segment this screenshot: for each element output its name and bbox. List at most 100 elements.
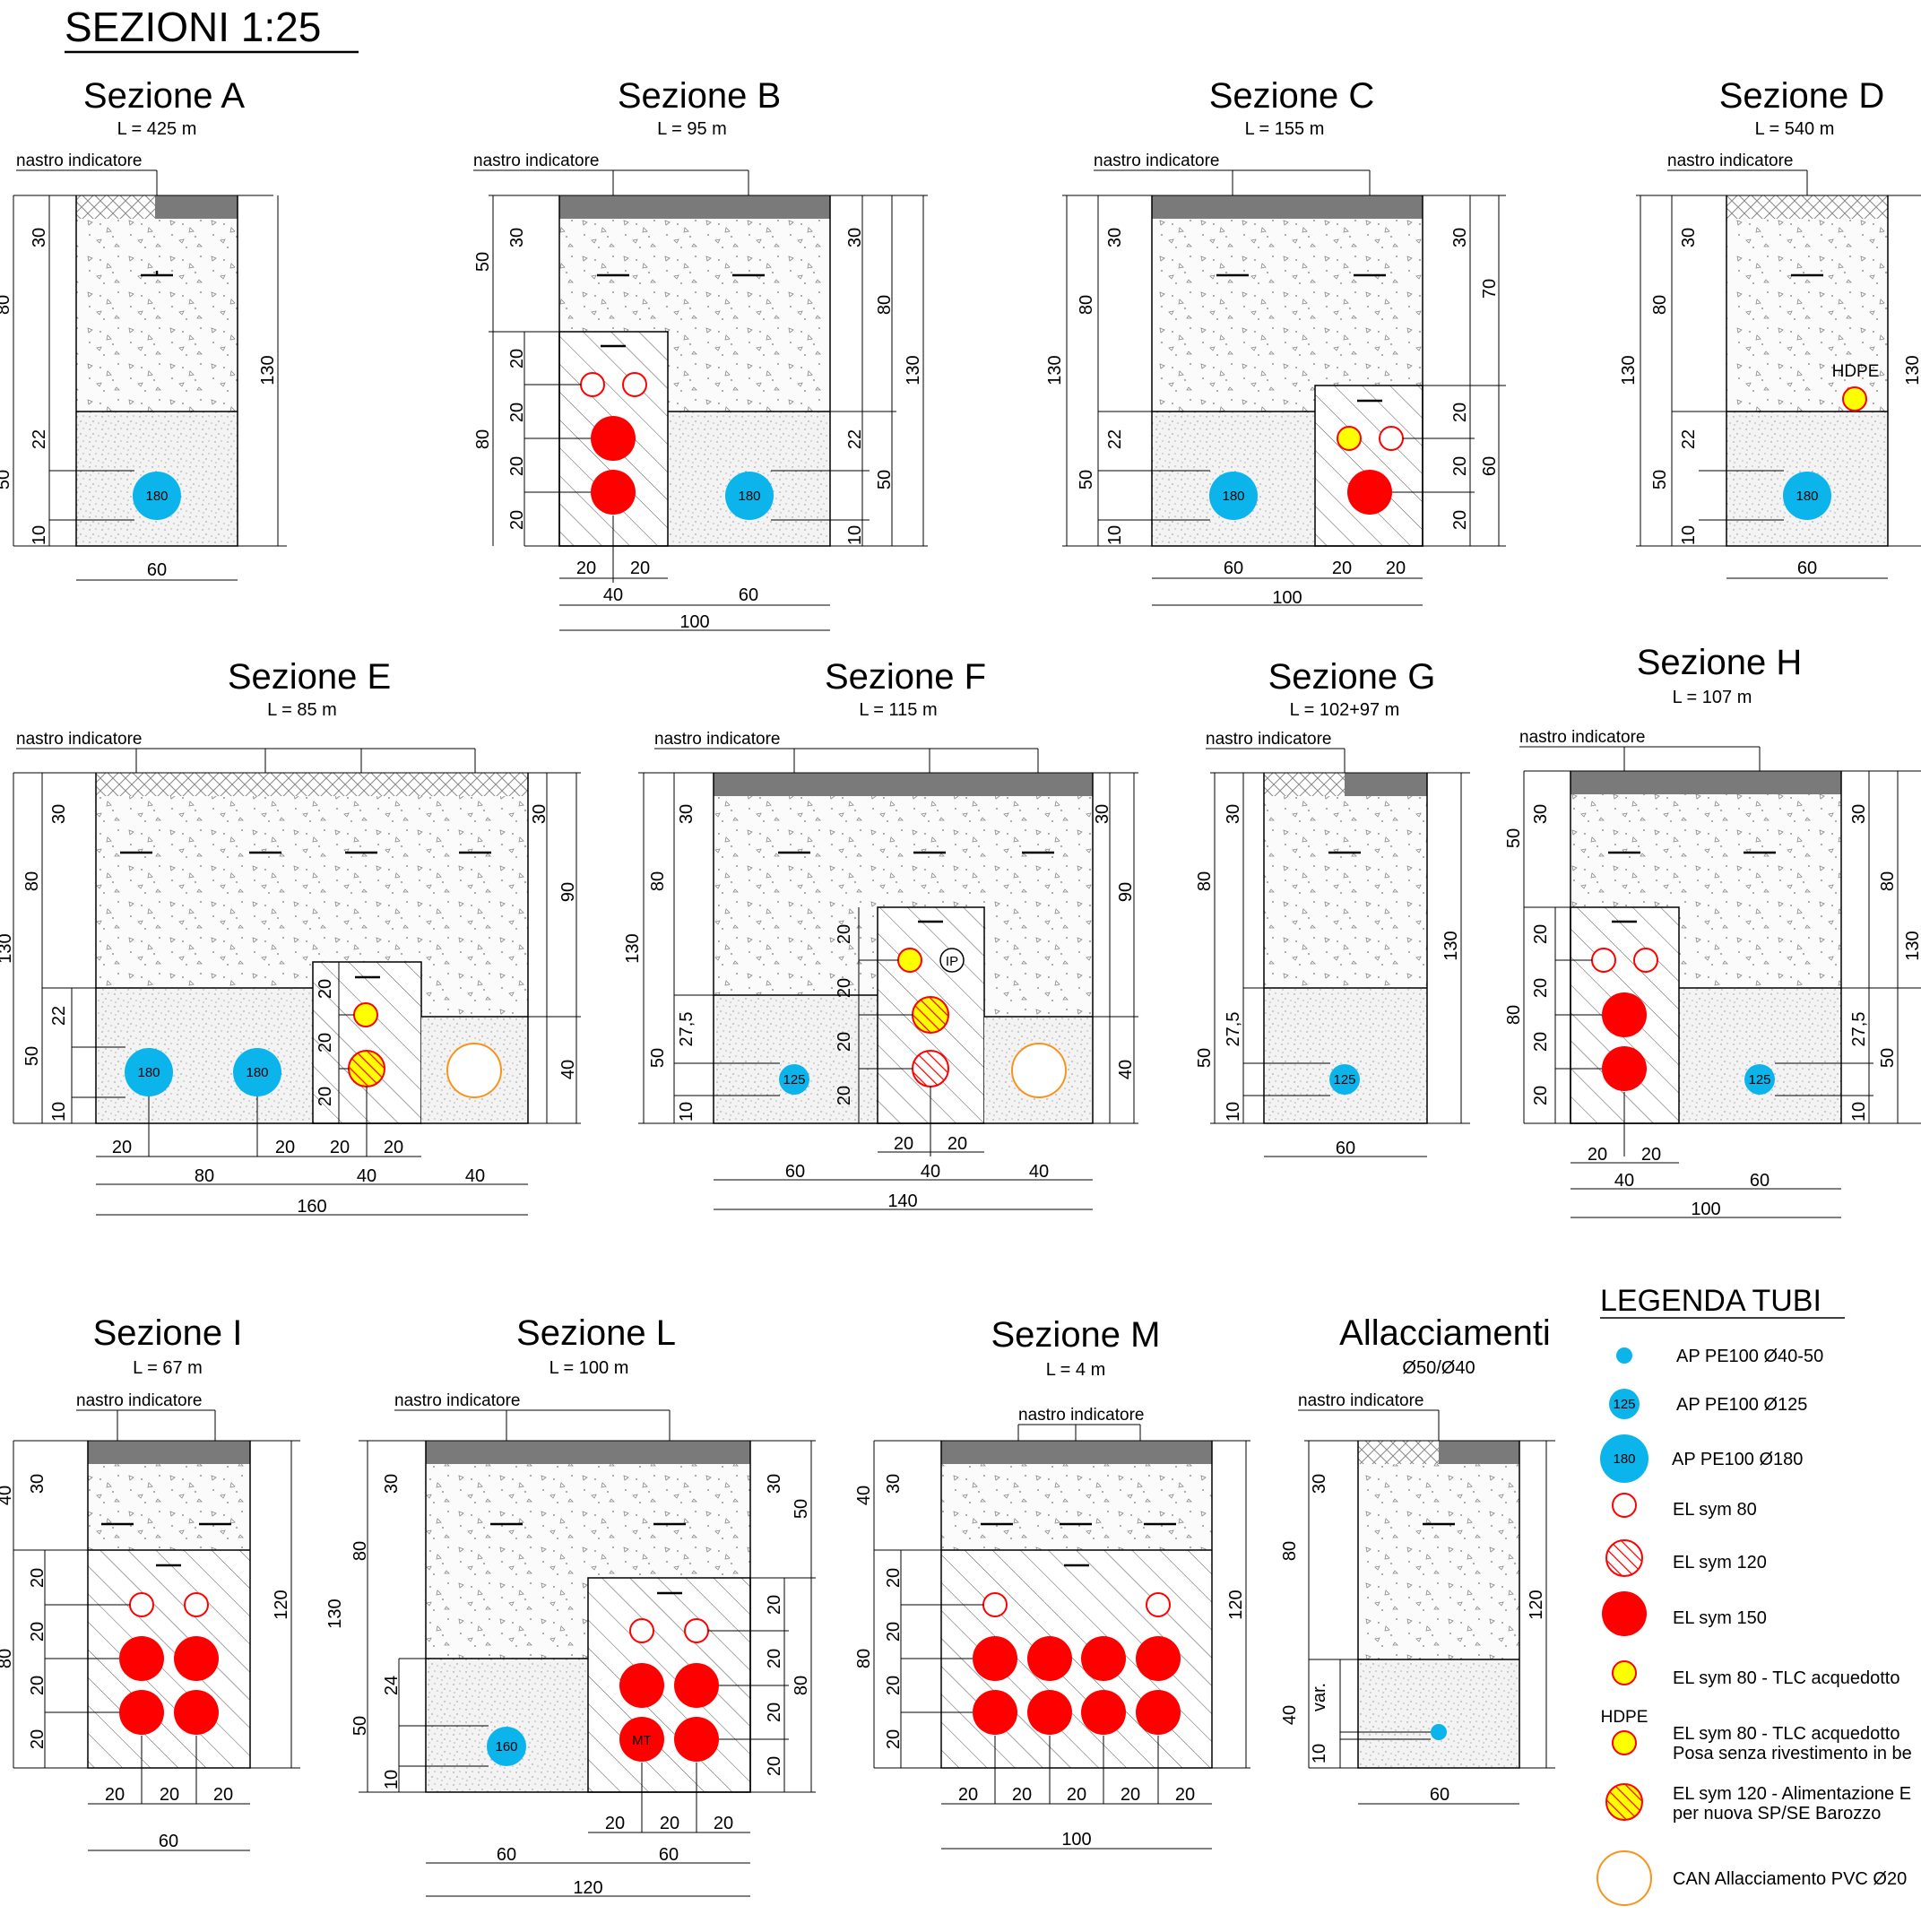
svg-text:20: 20 xyxy=(316,1087,335,1106)
svg-text:30: 30 xyxy=(382,1474,402,1494)
svg-text:130: 130 xyxy=(1441,931,1461,960)
section-a-tape-label: nastro indicatore xyxy=(16,152,142,170)
svg-text:40: 40 xyxy=(1116,1060,1136,1079)
svg-text:30: 30 xyxy=(677,804,697,824)
svg-text:60: 60 xyxy=(739,585,758,605)
section-h-title: Sezione H xyxy=(1637,643,1803,682)
svg-text:20: 20 xyxy=(835,1086,854,1105)
svg-text:40: 40 xyxy=(921,1162,940,1182)
tlc-80-icon xyxy=(1612,1660,1637,1685)
svg-text:20: 20 xyxy=(1175,1785,1195,1805)
svg-text:20: 20 xyxy=(1067,1785,1086,1805)
svg-text:60: 60 xyxy=(497,1845,516,1865)
section-all-length: Ø50/Ø40 xyxy=(1402,1358,1475,1378)
svg-text:10: 10 xyxy=(845,525,865,545)
svg-text:80: 80 xyxy=(875,295,895,315)
svg-text:80: 80 xyxy=(1077,295,1096,315)
svg-text:40: 40 xyxy=(854,1486,874,1505)
svg-text:20: 20 xyxy=(507,403,527,422)
svg-text:20: 20 xyxy=(28,1568,48,1588)
svg-text:20: 20 xyxy=(316,1033,335,1053)
svg-text:EL sym 150: EL sym 150 xyxy=(1673,1608,1767,1628)
svg-text:40: 40 xyxy=(603,585,623,605)
section-e-title: Sezione E xyxy=(228,657,391,697)
section-a-title: Sezione A xyxy=(83,76,245,116)
svg-text:20: 20 xyxy=(1012,1785,1032,1805)
svg-text:24: 24 xyxy=(382,1676,402,1695)
section-m-length: L = 4 m xyxy=(1046,1360,1106,1380)
svg-text:130: 130 xyxy=(258,355,278,385)
svg-text:180: 180 xyxy=(738,489,760,504)
svg-text:20: 20 xyxy=(884,1568,904,1588)
svg-text:20: 20 xyxy=(894,1134,913,1154)
svg-text:50: 50 xyxy=(473,252,493,272)
section-c-title: Sezione C xyxy=(1209,76,1375,116)
svg-text:130: 130 xyxy=(1903,931,1921,960)
section-i: Sezione I L = 67 m nastro indicatore 3 xyxy=(0,1313,300,1851)
legend-item-el-80: EL sym 80 xyxy=(1612,1493,1757,1520)
svg-text:30: 30 xyxy=(1531,804,1551,824)
section-allacciamenti: Allacciamenti Ø50/Ø40 nastro indicatore … xyxy=(1280,1313,1555,1805)
svg-text:30: 30 xyxy=(28,1474,48,1494)
svg-text:70: 70 xyxy=(1480,279,1500,299)
svg-text:40: 40 xyxy=(558,1060,578,1079)
svg-text:50: 50 xyxy=(648,1048,668,1068)
svg-text:20: 20 xyxy=(213,1785,233,1805)
section-g: Sezione G L = 102+97 m nastro indicatore… xyxy=(1195,657,1470,1158)
svg-text:20: 20 xyxy=(1450,403,1470,422)
svg-text:100: 100 xyxy=(1061,1830,1091,1850)
svg-text:20: 20 xyxy=(275,1138,295,1157)
svg-text:20: 20 xyxy=(714,1814,733,1833)
svg-text:20: 20 xyxy=(1641,1145,1661,1165)
svg-text:120: 120 xyxy=(1226,1590,1246,1619)
legend-item-el-150: EL sym 150 xyxy=(1602,1591,1767,1636)
svg-text:180: 180 xyxy=(145,489,168,504)
svg-text:120: 120 xyxy=(272,1590,291,1619)
svg-text:60: 60 xyxy=(1224,559,1243,578)
svg-text:EL sym 80: EL sym 80 xyxy=(1673,1500,1757,1520)
section-c-length: L = 155 m xyxy=(1245,119,1325,139)
svg-text:80: 80 xyxy=(22,871,42,891)
svg-text:80: 80 xyxy=(473,429,493,449)
svg-text:20: 20 xyxy=(1531,978,1551,998)
legend: LEGENDA TUBI AP PE100 Ø40-50 125 AP PE10… xyxy=(1597,1284,1912,1906)
svg-text:20: 20 xyxy=(630,559,650,578)
svg-text:125: 125 xyxy=(1748,1072,1770,1087)
svg-text:80: 80 xyxy=(1878,871,1898,891)
section-e-tape-label: nastro indicatore xyxy=(16,730,142,749)
section-d-hdpe: HDPE xyxy=(1832,362,1880,381)
svg-text:EL sym 120 - Alimentazione E: EL sym 120 - Alimentazione E xyxy=(1673,1784,1911,1804)
section-all-tape-label: nastro indicatore xyxy=(1298,1391,1423,1410)
section-g-tape-label: nastro indicatore xyxy=(1206,730,1331,749)
svg-text:50: 50 xyxy=(792,1499,811,1519)
section-m: Sezione M L = 4 m nastro indicatore xyxy=(854,1315,1250,1850)
section-b-length: L = 95 m xyxy=(657,119,727,139)
svg-text:20: 20 xyxy=(28,1729,48,1749)
section-f-tape-label: nastro indicatore xyxy=(654,730,780,749)
svg-text:60: 60 xyxy=(147,560,167,580)
section-h-tape-label: nastro indicatore xyxy=(1519,728,1645,747)
svg-text:40: 40 xyxy=(1029,1162,1049,1182)
svg-text:180: 180 xyxy=(1796,489,1818,504)
svg-text:130: 130 xyxy=(325,1598,345,1628)
svg-text:20: 20 xyxy=(1332,559,1352,578)
svg-text:90: 90 xyxy=(558,882,578,902)
svg-text:60: 60 xyxy=(1430,1785,1449,1805)
svg-text:30: 30 xyxy=(30,228,49,247)
svg-text:80: 80 xyxy=(792,1676,811,1695)
svg-text:125: 125 xyxy=(783,1072,805,1087)
svg-text:30: 30 xyxy=(1310,1474,1329,1494)
svg-text:20: 20 xyxy=(835,924,854,944)
svg-text:130: 130 xyxy=(904,355,923,385)
svg-text:50: 50 xyxy=(1650,470,1670,489)
svg-text:60: 60 xyxy=(1750,1171,1770,1191)
svg-text:Posa senza rivestimento in be: Posa senza rivestimento in be xyxy=(1673,1744,1912,1763)
svg-text:20: 20 xyxy=(884,1622,904,1642)
legend-item-el-120: EL sym 120 xyxy=(1605,1539,1767,1577)
svg-text:20: 20 xyxy=(576,559,596,578)
svg-text:40: 40 xyxy=(357,1166,376,1186)
svg-text:120: 120 xyxy=(573,1878,602,1898)
svg-text:22: 22 xyxy=(845,429,865,449)
svg-text:22: 22 xyxy=(30,429,49,449)
svg-text:10: 10 xyxy=(677,1102,697,1122)
